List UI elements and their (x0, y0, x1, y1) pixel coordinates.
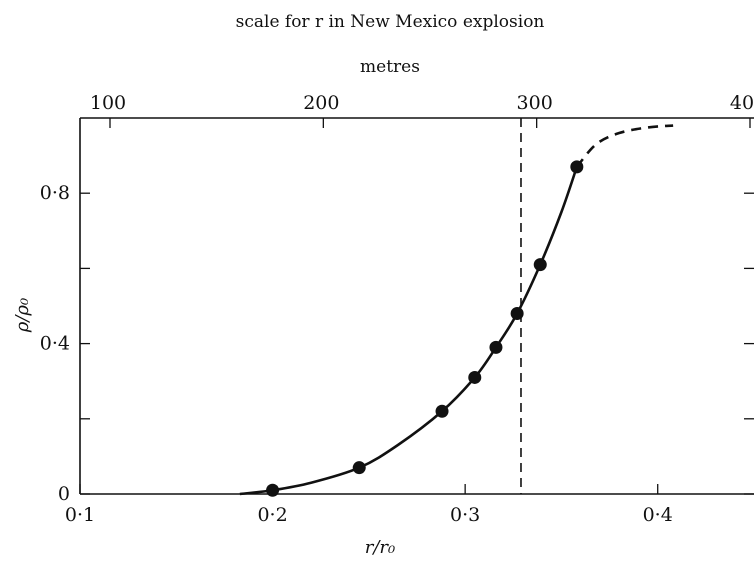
data-point (533, 258, 547, 272)
data-points (266, 160, 584, 497)
x-tick-label: 0·3 (450, 504, 480, 526)
top-tick-label: 400 (730, 92, 754, 114)
data-point (352, 461, 366, 475)
x-tick-label: 0·2 (257, 504, 287, 526)
x-tick-label: 0·4 (643, 504, 673, 526)
top-tick-label: 100 (90, 92, 126, 114)
data-point (510, 307, 524, 321)
y-tick-label: 0 (58, 483, 70, 505)
data-point (570, 160, 584, 174)
x-tick-label: 0·1 (65, 504, 95, 526)
data-point (435, 404, 449, 418)
top-tick-label: 200 (303, 92, 339, 114)
solid-curve (239, 166, 579, 496)
chart-title: scale for r in New Mexico explosion (236, 12, 545, 32)
dashed-curve-extension (575, 124, 674, 168)
y-axis-title: ρ/ρ₀ (12, 298, 33, 333)
y-tick-label: 0·4 (40, 333, 70, 355)
data-point (468, 370, 482, 384)
fitted-curve (239, 124, 674, 496)
x-axis-title: r/r₀ (365, 537, 396, 558)
top-tick-label: 300 (517, 92, 553, 114)
data-point (489, 340, 503, 354)
plot-frame (79, 117, 754, 495)
axis-ticks: 0·1 0·2 0·3 0·4 100 200 300 400 0 0·4 0·8 (40, 92, 754, 526)
y-tick-label: 0·8 (40, 182, 70, 204)
top-axis-label: metres (360, 57, 420, 77)
data-point (266, 483, 280, 497)
